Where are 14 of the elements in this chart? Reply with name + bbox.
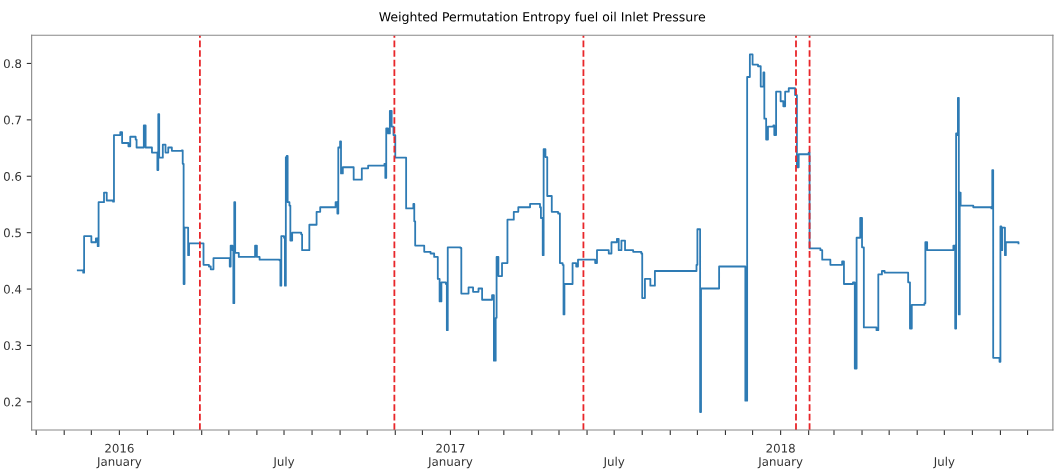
y-tick-label: 0.5 bbox=[3, 228, 21, 238]
chart-title: Weighted Permutation Entropy fuel oil Inlet Pressure bbox=[379, 11, 706, 24]
y-tick-label: 0.8 bbox=[3, 59, 22, 69]
y-tick-label: 0.3 bbox=[3, 341, 21, 351]
x-tick-label: 2017 January bbox=[427, 443, 473, 469]
y-tick-label: 0.2 bbox=[3, 397, 21, 407]
y-tick-label: 0.7 bbox=[3, 115, 21, 125]
y-tick-label: 0.4 bbox=[3, 284, 22, 294]
x-tick-label: July bbox=[602, 456, 625, 469]
x-tick-label: 2018 January bbox=[757, 443, 803, 469]
x-tick-label: July bbox=[272, 456, 295, 469]
y-tick-label: 0.6 bbox=[3, 171, 22, 181]
x-tick-label: July bbox=[933, 456, 955, 469]
x-tick-label: 2016 January bbox=[96, 443, 142, 469]
